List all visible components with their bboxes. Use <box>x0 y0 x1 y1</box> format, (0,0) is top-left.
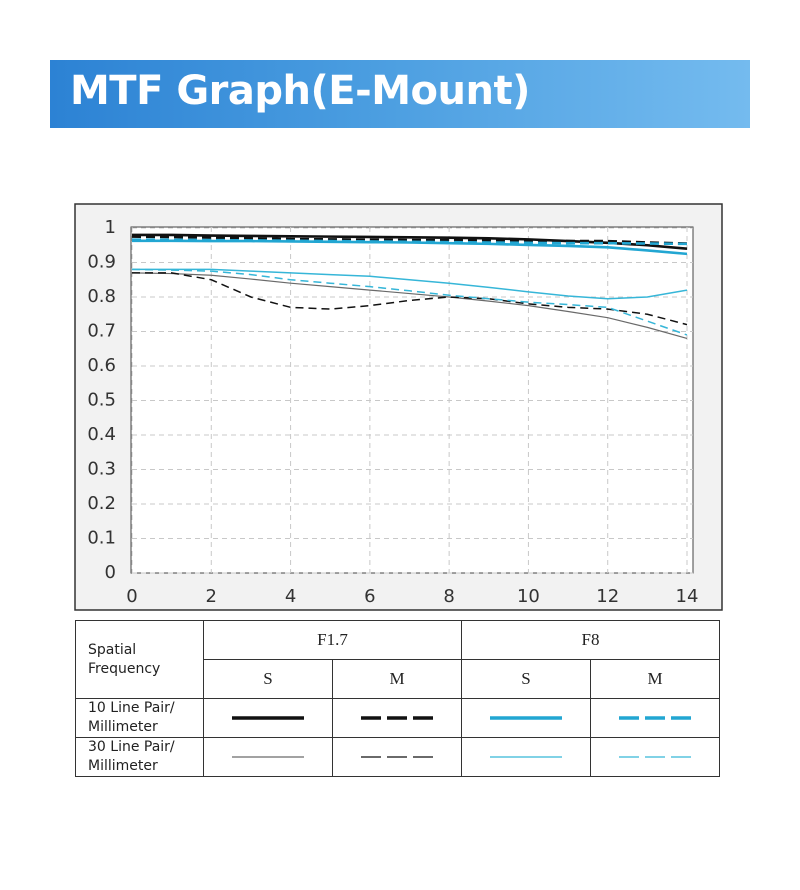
legend-swatch <box>232 716 304 720</box>
chart: 00.10.20.30.40.50.60.70.80.910 2 4 6 8 10 12 14 <box>74 203 723 611</box>
legend-row-label: 30 Line Pair/ Millimeter <box>75 737 204 777</box>
y-tick-label: 0.7 <box>87 321 116 342</box>
series-line <box>132 272 688 326</box>
x-tick-label: 14 <box>676 586 699 607</box>
y-tick-label: 0.8 <box>87 286 116 307</box>
legend-swatch <box>361 716 433 720</box>
title-banner: MTF Graph(E-Mount) <box>50 60 750 128</box>
legend-corner: Spatial Frequency <box>75 620 204 699</box>
x-tick-label: 6 <box>364 586 375 607</box>
legend-subgroup: M <box>332 659 462 699</box>
series-line <box>132 268 688 300</box>
legend-row-label: 10 Line Pair/ Millimeter <box>75 698 204 738</box>
legend-cell <box>332 698 462 738</box>
series-line <box>131 272 688 339</box>
legend-swatch <box>619 756 691 758</box>
legend-cell <box>590 737 720 777</box>
legend-swatch <box>619 716 691 720</box>
series-line <box>131 235 688 245</box>
y-tick-label: 0.2 <box>87 493 116 514</box>
legend-cell <box>590 698 720 738</box>
legend-cell <box>461 698 591 738</box>
y-tick-label: 1 <box>105 217 116 238</box>
x-tick-label: 4 <box>285 586 296 607</box>
legend-group: F8 <box>461 620 720 660</box>
x-tick-label: 0 <box>126 586 137 607</box>
legend-subgroup: S <box>203 659 333 699</box>
page-title: MTF Graph(E-Mount) <box>70 68 530 114</box>
series-line <box>131 268 688 336</box>
x-tick-label: 2 <box>206 586 217 607</box>
series-line <box>132 238 688 246</box>
y-tick-label: 0.1 <box>87 528 116 549</box>
legend-swatch <box>232 756 304 758</box>
legend-subgroup: S <box>461 659 591 699</box>
legend-swatch <box>490 716 562 720</box>
y-tick-label: 0.6 <box>87 355 116 376</box>
legend-subgroup: M <box>590 659 720 699</box>
y-tick-label: 0.3 <box>87 459 116 480</box>
y-tick-label: 0.4 <box>87 424 116 445</box>
legend-cell <box>461 737 591 777</box>
legend-cell <box>203 698 333 738</box>
legend-cell <box>332 737 462 777</box>
legend-swatch <box>490 756 562 758</box>
legend-swatch <box>361 756 433 758</box>
legend-cell <box>203 737 333 777</box>
x-tick-label: 12 <box>596 586 619 607</box>
x-tick-label: 8 <box>443 586 454 607</box>
x-tick-label: 10 <box>517 586 540 607</box>
y-tick-label: 0.5 <box>87 390 116 411</box>
y-tick-label: 0.9 <box>87 252 116 273</box>
y-tick-label: 0 <box>105 562 116 583</box>
legend-group: F1.7 <box>203 620 462 660</box>
